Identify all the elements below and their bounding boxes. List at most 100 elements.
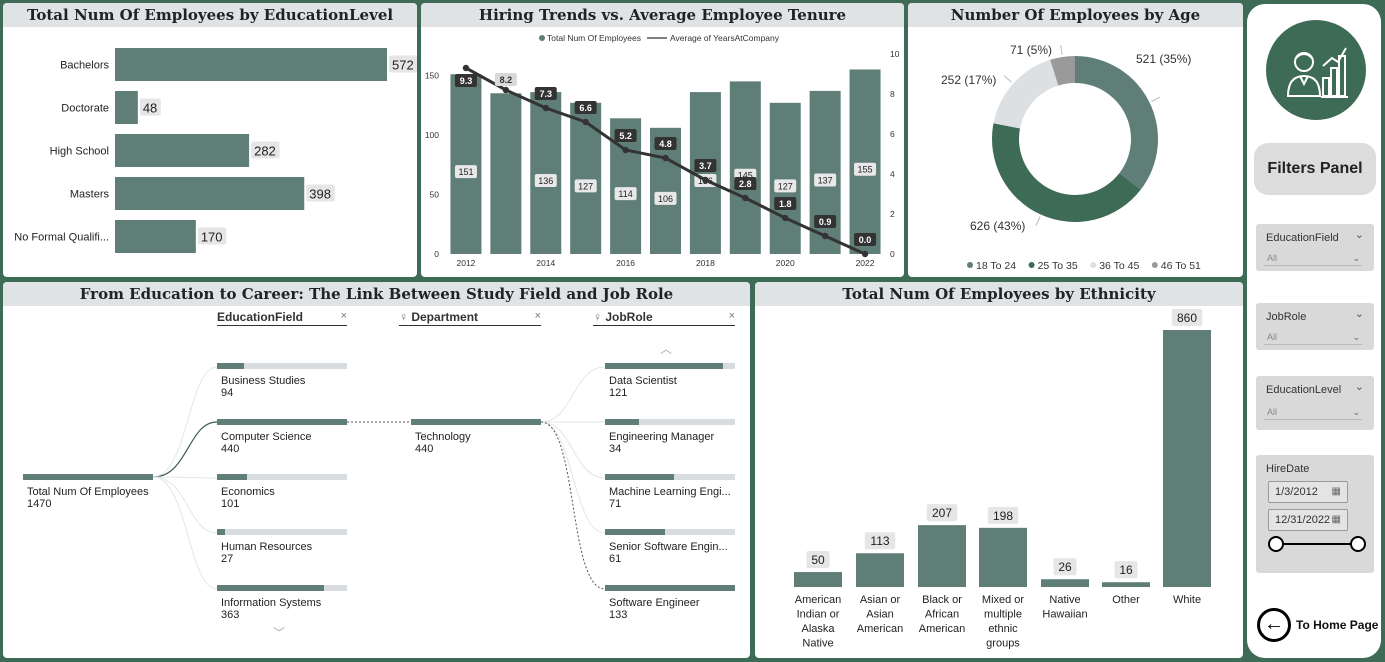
bar[interactable] [115,220,196,253]
jobrole-slicer[interactable]: JobRole ⌄ All ⌄ [1256,303,1374,350]
legend-marker [967,262,973,268]
educationlevel-dropdown[interactable]: All ⌄ [1264,404,1362,420]
tree-node-value: 440 [221,443,240,455]
slice-label: 521 (35%) [1136,52,1191,66]
category-label: American [795,594,841,606]
decomposition-tree-panel: From Education to Career: The Link Betwe… [3,282,750,658]
calendar-icon[interactable]: ▦ [1331,486,1341,497]
line-point[interactable] [582,118,589,126]
category-label: Doctorate [61,103,109,115]
line-point[interactable] [702,176,709,184]
bar[interactable] [490,93,522,255]
bar[interactable] [856,553,904,587]
legend-label[interactable]: 36 To 45 [1099,260,1139,272]
tree-jobrole-node[interactable]: Senior Software Engin... 61 [605,529,735,565]
home-button[interactable]: ← To Home Page [1257,608,1378,644]
tree-header-department[interactable]: ♀ Department × [399,310,541,326]
tree-header-jobrole[interactable]: ♀ JobRole × [593,310,735,326]
bar[interactable] [530,92,562,254]
bar-label: 114 [618,189,632,199]
bar[interactable] [115,91,138,124]
tree-education-node[interactable]: Economics 101 [217,474,347,510]
bar[interactable] [450,74,482,254]
line-point[interactable] [502,86,510,94]
bar[interactable] [1102,582,1150,587]
bar-label-bg [854,162,877,176]
bar[interactable] [769,102,801,254]
educationfield-dropdown[interactable]: All ⌄ [1264,250,1362,266]
line-point[interactable] [821,232,829,240]
tree-education-node[interactable]: Computer Science 440 [217,419,347,455]
line-point[interactable] [542,104,549,112]
bar[interactable] [115,177,305,210]
tree-node-department[interactable]: Technology 440 [411,419,541,455]
line-label-bg [854,233,877,246]
line-point[interactable] [462,64,470,72]
tree-root-node[interactable]: Total Num Of Employees 1470 [23,474,153,510]
slicer-label: EducationField [1266,232,1339,244]
end-date-input[interactable]: 12/31/2022 ▦ [1268,509,1348,531]
line-point[interactable] [662,154,669,162]
line-point[interactable] [742,194,749,202]
tree-node-bar [217,474,347,480]
category-label: African [925,609,959,621]
tree-jobrole-node[interactable]: Data Scientist 121 [605,363,735,399]
close-icon[interactable]: × [534,310,541,322]
y-right-tick: 8 [890,89,895,99]
line-point[interactable] [622,146,629,154]
line-label: 0.0 [859,235,872,245]
legend-label[interactable]: 46 To 51 [1161,260,1201,272]
chevron-down-icon[interactable]: ⌄ [1354,381,1364,393]
line-label-bg [734,177,757,190]
bar[interactable] [918,525,966,587]
start-date-input[interactable]: 1/3/2012 ▦ [1268,481,1348,503]
tree-node-bar [23,474,153,480]
educationfield-slicer[interactable]: EducationField ⌄ All ⌄ [1256,224,1374,271]
donut-slice[interactable] [992,123,1141,222]
filters-panel-title: Filters Panel [1254,143,1376,195]
donut-slice[interactable] [993,59,1059,129]
educationlevel-slicer[interactable]: EducationLevel ⌄ All ⌄ [1256,376,1374,430]
data-label-bg [389,55,417,73]
tree-education-node[interactable]: Information Systems 363 [217,585,347,621]
calendar-icon[interactable]: ▦ [1331,514,1341,525]
bar[interactable] [849,69,881,254]
bar[interactable] [115,48,387,81]
donut-slice[interactable] [1075,56,1158,190]
y-left-tick: 50 [430,189,440,199]
chevron-down-icon[interactable]: ⌄ [1354,308,1364,320]
tree-jobrole-node[interactable]: Engineering Manager 34 [605,419,735,455]
legend-label[interactable]: 25 To 35 [1038,260,1078,272]
legend-label[interactable]: 18 To 24 [976,260,1016,272]
bar[interactable] [115,134,250,167]
bar[interactable] [1041,579,1089,587]
tree-education-node[interactable]: Business Studies 94 [217,363,347,399]
scroll-down-icon[interactable]: ﹀ [273,626,286,640]
tree-node-bar [605,419,735,425]
scroll-up-icon[interactable]: ︿ [660,342,673,356]
ethnicity-title: Total Num Of Employees by Ethnicity [755,282,1243,306]
start-date-handle[interactable] [1268,536,1284,552]
chevron-down-icon[interactable]: ⌄ [1354,229,1364,241]
bar[interactable] [570,102,602,254]
bar[interactable] [979,527,1027,587]
category-label: Other [1112,594,1140,606]
tree-education-node[interactable]: Human Resources 27 [217,529,347,565]
lightbulb-icon: ♀ [593,310,602,324]
bar[interactable] [794,572,842,587]
tree-jobrole-node[interactable]: Software Engineer 133 [605,585,735,621]
jobrole-dropdown[interactable]: All ⌄ [1264,329,1362,345]
line-point[interactable] [861,250,869,258]
donut-slice[interactable] [1050,56,1075,86]
tree-header-label: EducationField [217,310,304,324]
tree-node-label: Senior Software Engin... [609,541,728,553]
end-date-handle[interactable] [1350,536,1366,552]
bar[interactable] [1163,330,1211,587]
tree-header-educationfield[interactable]: EducationField × [217,310,347,326]
bar-label-bg [614,187,637,201]
bar[interactable] [729,81,761,254]
line-point[interactable] [782,214,789,222]
tree-jobrole-node[interactable]: Machine Learning Engi... 71 [605,474,735,510]
close-icon[interactable]: × [728,310,735,322]
close-icon[interactable]: × [340,310,347,322]
